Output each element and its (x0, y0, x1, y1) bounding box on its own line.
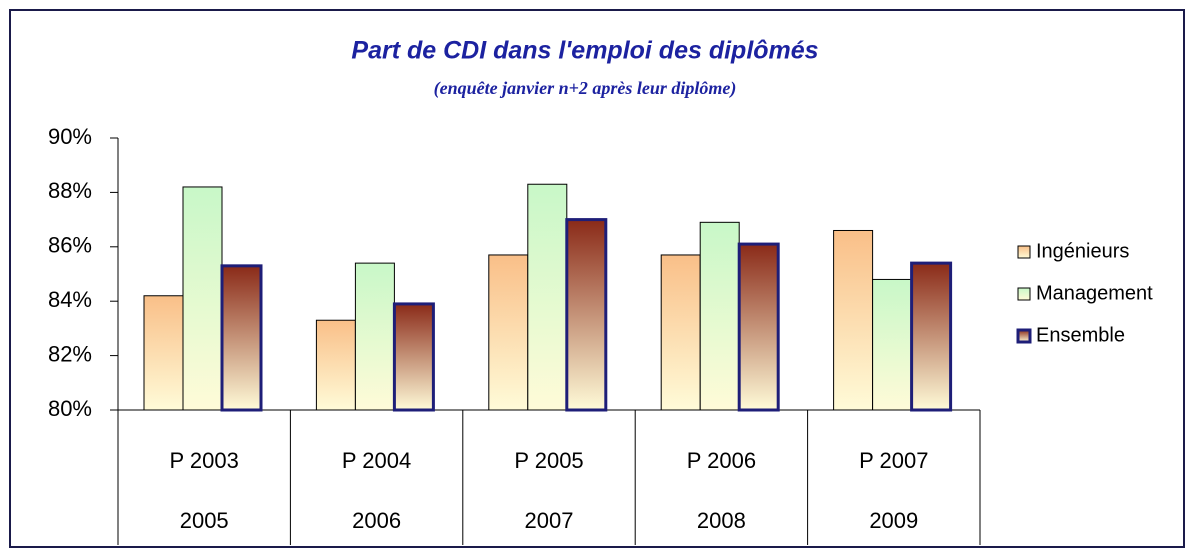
x-subtick-label: 2009 (869, 508, 918, 533)
x-subtick-label: 2006 (352, 508, 401, 533)
legend-label: Management (1036, 282, 1153, 304)
bar (737, 242, 780, 412)
bar (872, 278, 913, 411)
bar (392, 302, 435, 412)
legend-label: Ensemble (1036, 324, 1125, 346)
x-subtick-label: 2007 (525, 508, 574, 533)
x-subtick-label: 2008 (697, 508, 746, 533)
chart-title: Part de CDI dans l'emploi des diplômés (351, 37, 818, 65)
legend-swatch (1017, 245, 1031, 259)
chart-subtitle: (enquête janvier n+2 après leur diplôme) (434, 78, 737, 99)
bar (488, 254, 529, 411)
legend-label: Ingénieurs (1036, 240, 1129, 262)
bar (143, 295, 184, 411)
y-tick-label: 90% (48, 124, 92, 149)
x-tick-label: P 2004 (342, 448, 411, 473)
x-tick-label: P 2007 (859, 448, 928, 473)
legend-swatch (1017, 287, 1031, 301)
x-tick-label: P 2006 (687, 448, 756, 473)
bar (527, 183, 568, 411)
y-tick-label: 86% (48, 233, 92, 258)
bar (182, 186, 223, 411)
legend-swatch (1016, 328, 1032, 344)
bar (660, 254, 701, 411)
y-tick-label: 82% (48, 341, 92, 366)
y-tick-label: 84% (48, 287, 92, 312)
x-tick-label: P 2003 (170, 448, 239, 473)
y-tick-label: 80% (48, 396, 92, 421)
y-tick-label: 88% (48, 178, 92, 203)
bar (910, 261, 953, 412)
x-tick-label: P 2005 (514, 448, 583, 473)
bar (354, 262, 395, 411)
bar (565, 218, 608, 412)
x-subtick-label: 2005 (180, 508, 229, 533)
bar (699, 221, 740, 411)
bar (833, 229, 874, 411)
bar (315, 319, 356, 411)
bar (220, 264, 263, 412)
